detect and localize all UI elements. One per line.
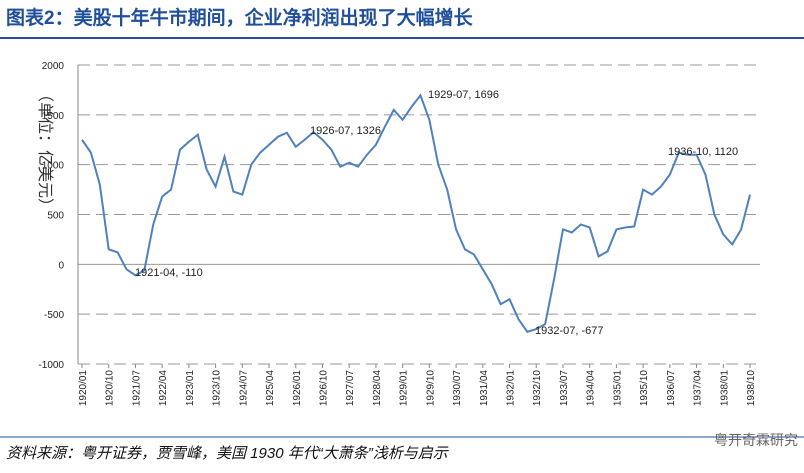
x-tick-label: 1926/10 <box>318 370 329 407</box>
x-tick-label: 1927/07 <box>345 370 356 407</box>
x-tick-label: 1930/07 <box>452 370 463 407</box>
x-tick-label: 1926/01 <box>292 370 303 407</box>
y-tick-label: 2000 <box>42 61 65 72</box>
line-series <box>81 93 751 333</box>
x-tick-label: 1935/10 <box>639 370 650 407</box>
watermark: 粤开奇霖研究 <box>714 432 798 448</box>
x-tick-label: 1924/07 <box>238 370 249 407</box>
x-tick-label: 1920/10 <box>105 370 116 407</box>
x-tick-label: 1932/10 <box>532 370 543 407</box>
x-tick-label: 1935/01 <box>612 370 623 407</box>
x-tick-label: 1932/01 <box>506 370 517 407</box>
x-tick-label: 1928/04 <box>372 370 383 407</box>
y-tick-label: 500 <box>47 211 64 222</box>
x-tick-label: 1937/04 <box>693 370 704 407</box>
x-tick-label: 1929/01 <box>399 370 410 407</box>
x-tick-label: 1936/07 <box>666 370 677 407</box>
x-tick-label: 1933/07 <box>559 370 570 407</box>
x-tick-label: 1921/07 <box>131 370 142 407</box>
y-tick-label: -500 <box>44 310 64 321</box>
annotation: 1929-07, 1696 <box>428 89 499 101</box>
x-tick-label: 1920/01 <box>78 370 89 407</box>
source-note: 资料来源：粤开证券，贾雪峰，美国 1930 年代“大萧条”浅析与启示 <box>6 445 450 462</box>
y-tick-label: -1000 <box>38 360 64 371</box>
y-tick-label: 1500 <box>42 111 65 122</box>
x-tick-label: 1925/04 <box>265 370 276 407</box>
annotation: 1926-07, 1326 <box>310 125 381 137</box>
x-tick-label: 1929/10 <box>425 370 436 407</box>
x-tick-label: 1938/01 <box>719 370 730 407</box>
x-tick-label: 1931/04 <box>479 370 490 407</box>
y-tick-label: 1000 <box>42 161 65 172</box>
x-tick-label: 1934/04 <box>586 370 597 407</box>
annotation: 1921-04, -110 <box>135 267 203 279</box>
annotation: 1932-07, -677 <box>535 325 604 337</box>
chart-title: 图表2：美股十年牛市期间，企业净利润出现了大幅增长 <box>6 6 474 29</box>
x-tick-label: 1923/10 <box>212 370 223 407</box>
x-tick-label: 1923/01 <box>185 370 196 407</box>
x-tick-label: 1922/04 <box>158 370 169 407</box>
y-axis-label: （单位：亿美元） <box>36 86 54 214</box>
y-tick-label: 0 <box>58 260 64 271</box>
annotation: 1936-10, 1120 <box>668 146 738 158</box>
x-tick-label: 1938/10 <box>746 370 757 407</box>
